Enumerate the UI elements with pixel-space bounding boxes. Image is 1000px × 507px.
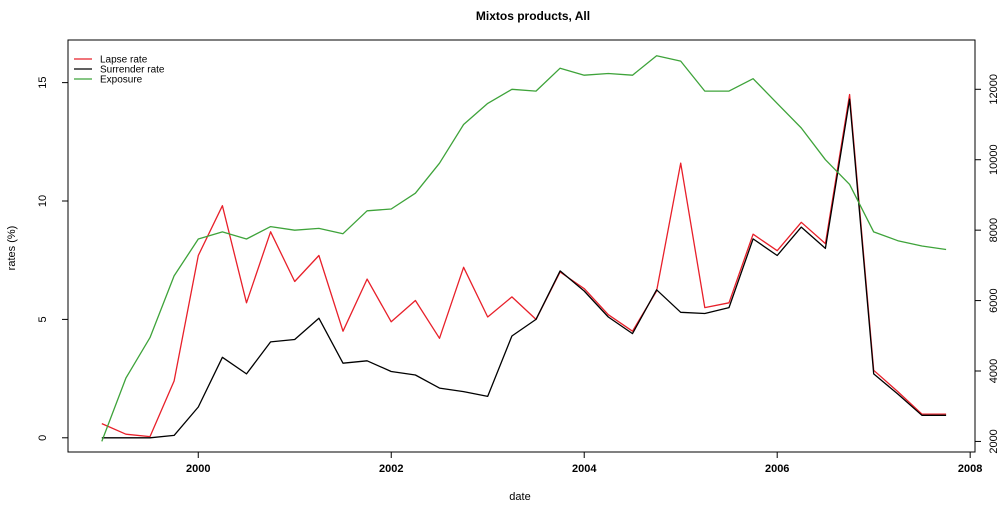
y-tick-label: 10 <box>37 195 49 207</box>
y2-tick-label: 12000 <box>988 74 1000 105</box>
y-tick-label: 15 <box>37 76 49 88</box>
legend-label-surrender-rate: Surrender rate <box>100 65 165 76</box>
y2-tick-label: 2000 <box>988 429 1000 453</box>
legend-label-exposure: Exposure <box>100 75 143 86</box>
x-axis-title: date <box>509 491 530 503</box>
y2-tick-label: 8000 <box>988 218 1000 242</box>
x-tick-label: 2006 <box>765 463 789 475</box>
y2-tick-label: 10000 <box>988 144 1000 175</box>
x-tick-label: 2008 <box>958 463 982 475</box>
y-tick-label: 5 <box>37 316 49 322</box>
chart-title: Mixtos products, All <box>476 9 590 23</box>
x-tick-label: 2004 <box>572 463 597 475</box>
y-tick-label: 0 <box>37 435 49 441</box>
axes-layer: 2000 2002 2004 2006 2008 0 5 10 15 2000 4000 6000 80… <box>37 74 1000 475</box>
series-layer <box>101 55 947 442</box>
plot-area-frame <box>67 39 976 453</box>
y2-tick-label: 6000 <box>988 288 1000 312</box>
x-tick-label: 2000 <box>186 463 210 475</box>
series-line-exposure <box>101 55 947 442</box>
y-axis-title: rates (%) <box>6 226 18 271</box>
series-line-lapse-rate <box>101 93 947 438</box>
y2-tick-label: 4000 <box>988 359 1000 383</box>
series-line-surrender-rate <box>101 98 947 439</box>
x-tick-label: 2002 <box>379 463 403 475</box>
legend-label-lapse-rate: Lapse rate <box>100 55 148 66</box>
